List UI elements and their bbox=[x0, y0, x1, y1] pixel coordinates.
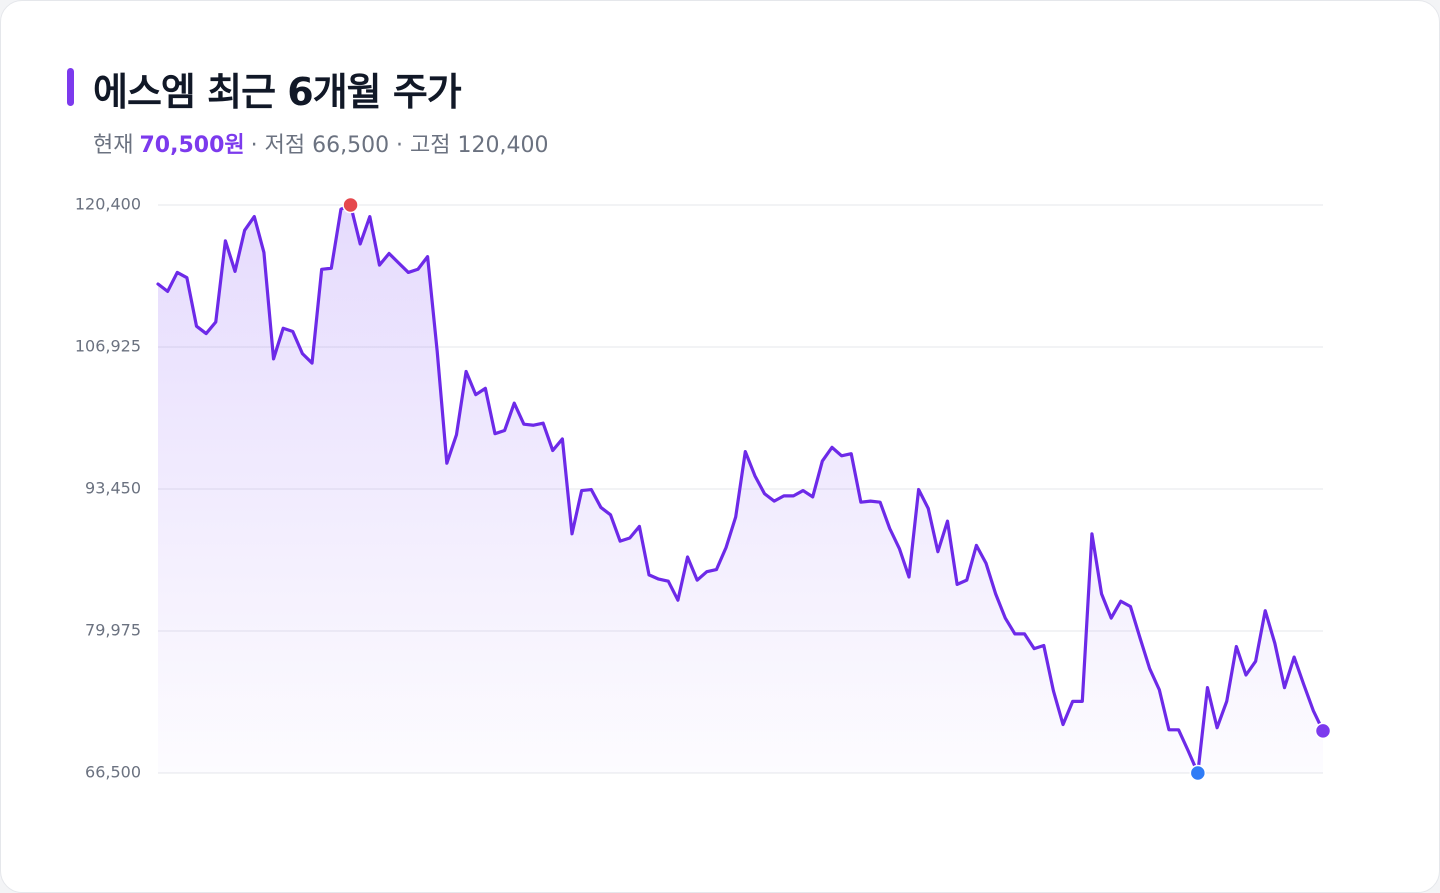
summary-range: · 저점 66,500 · 고점 120,400 bbox=[250, 133, 549, 158]
title-accent bbox=[67, 68, 74, 106]
y-tick-label: 106,925 bbox=[75, 337, 141, 356]
last-point bbox=[1314, 722, 1332, 740]
y-tick-label: 120,400 bbox=[75, 195, 141, 214]
summary-current: 70,500원 bbox=[139, 133, 245, 158]
low-point bbox=[1189, 764, 1207, 782]
high-point bbox=[342, 196, 359, 214]
summary: 현재 70,500원 · 저점 66,500 · 고점 120,400 bbox=[93, 127, 555, 159]
y-tick-label: 66,500 bbox=[85, 763, 141, 782]
chart-title: 에스엠 최근 6개월 주가 bbox=[93, 70, 462, 114]
y-tick-label: 93,450 bbox=[85, 479, 141, 498]
summary-label: 현재 bbox=[93, 133, 134, 158]
y-tick-label: 79,975 bbox=[85, 621, 141, 640]
